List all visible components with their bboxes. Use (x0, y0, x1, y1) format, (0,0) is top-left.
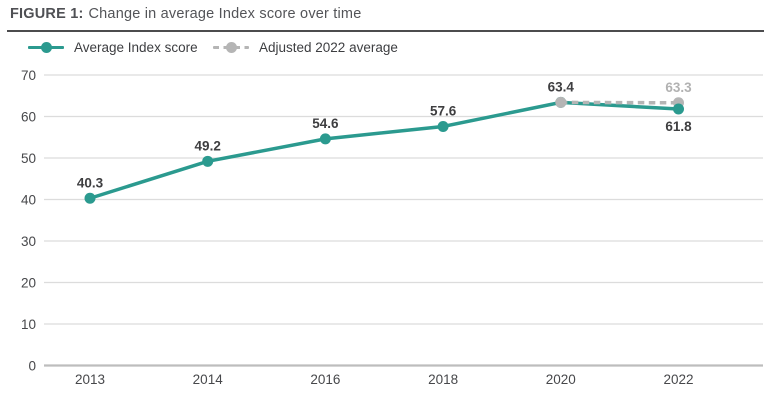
legend-label: Adjusted 2022 average (259, 40, 398, 55)
x-tick-label: 2013 (75, 372, 105, 387)
data-point (319, 133, 331, 145)
data-point (555, 96, 567, 108)
legend-solid-line-marker-icon (28, 42, 64, 54)
data-point-label: 49.2 (195, 138, 221, 153)
data-point-label: 61.8 (665, 119, 692, 134)
x-tick-label: 2018 (428, 372, 458, 387)
legend-item-adjusted-2022-average: Adjusted 2022 average (213, 40, 398, 55)
series-line-average-index-score (89, 100, 679, 200)
data-point (673, 103, 684, 115)
data-point-label: 63.4 (548, 79, 575, 94)
y-tick-label: 40 (21, 193, 36, 208)
data-point (202, 155, 214, 167)
y-tick-label: 0 (28, 359, 36, 374)
figure-label: FIGURE 1: (10, 6, 84, 22)
legend-item-average-index-score: Average Index score (28, 40, 198, 55)
data-point-label: 63.3 (665, 80, 692, 95)
x-tick-label: 2014 (193, 372, 224, 387)
legend-dot-icon (225, 42, 237, 53)
y-tick-label: 10 (21, 317, 36, 332)
x-tick-label: 2020 (546, 372, 576, 387)
data-point (84, 192, 96, 204)
x-tick-label: 2022 (663, 372, 693, 387)
legend-dot-icon (40, 42, 52, 53)
data-point-label: 40.3 (77, 175, 104, 190)
y-tick-label: 60 (21, 110, 36, 125)
title-divider (7, 30, 764, 32)
y-tick-label: 30 (21, 234, 36, 249)
y-tick-label: 20 (21, 276, 36, 291)
figure-title: FIGURE 1: Change in average Index score o… (10, 6, 361, 22)
data-point-label: 54.6 (312, 116, 339, 131)
data-point (437, 120, 449, 132)
x-tick-label: 2016 (310, 372, 340, 387)
data-point-label: 57.6 (430, 103, 457, 118)
legend-dashed-line-marker-icon (213, 42, 249, 54)
y-tick-label: 50 (21, 151, 36, 166)
y-tick-label: 70 (21, 68, 36, 83)
legend-label: Average Index score (74, 40, 198, 55)
figure-title-text: Change in average Index score over time (88, 6, 362, 22)
